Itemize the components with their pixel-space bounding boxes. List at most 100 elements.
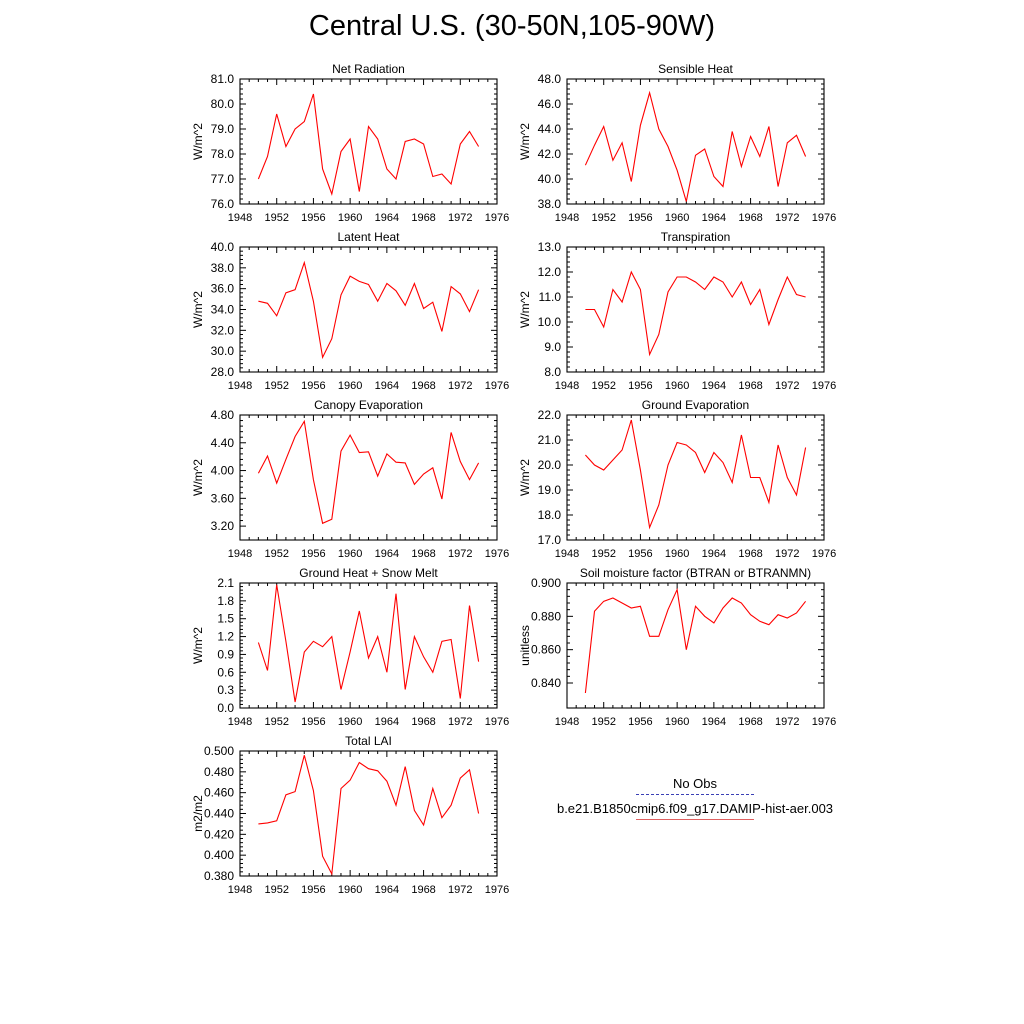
x-tick-label: 1952 [591,380,615,392]
x-tick-label: 1972 [448,884,472,896]
x-tick-label: 1972 [775,212,799,224]
x-tick-label: 1960 [665,548,689,560]
x-tick-label: 1964 [375,548,399,560]
y-tick-label: 21.0 [538,433,562,447]
x-tick-label: 1948 [555,380,579,392]
chart-title: Transpiration [661,230,731,244]
y-tick-label: 0.420 [204,827,234,841]
y-tick-label: 2.1 [217,576,234,590]
x-tick-label: 1976 [485,716,509,728]
chart-panel: Sensible Heat W/m^2 1948 1952 1956 1960 1964 19… [518,62,836,224]
x-tick-label: 1964 [702,548,726,560]
y-axis-label: unitless [518,625,532,666]
y-tick-label: 12.0 [538,265,562,279]
chart-panel: Soil moisture factor (BTRAN or BTRANMN) u… [518,566,836,728]
y-tick-label: 38.0 [211,261,235,275]
y-tick-label: 79.0 [211,122,235,136]
chart-panel: Ground Evaporation W/m^2 1948 1952 1956 1960 1… [518,398,836,560]
y-tick-label: 0.9 [217,647,234,661]
y-tick-label: 9.0 [544,340,561,354]
series-line [257,93,480,196]
y-axis-label: W/m^2 [191,123,205,160]
x-tick-label: 1952 [264,884,288,896]
x-tick-label: 1964 [375,716,399,728]
x-tick-label: 1948 [228,380,252,392]
x-tick-label: 1960 [338,212,362,224]
x-tick-label: 1960 [338,548,362,560]
y-tick-label: 0.3 [217,683,234,697]
legend: No Obs b.e21.B1850cmip6.f09_g17.DAMIP-hi… [520,776,870,826]
x-tick-label: 1948 [228,716,252,728]
x-tick-label: 1976 [485,380,509,392]
y-tick-label: 0.6 [217,665,234,679]
x-tick-label: 1964 [375,212,399,224]
y-tick-label: 46.0 [538,97,562,111]
chart-title: Canopy Evaporation [314,398,423,412]
x-tick-label: 1956 [628,212,652,224]
x-tick-label: 1956 [301,716,325,728]
y-tick-label: 22.0 [538,408,562,422]
x-tick-label: 1968 [411,548,435,560]
y-tick-label: 0.380 [204,869,234,883]
chart-panel: Ground Heat + Snow Melt W/m^2 1948 1952 1956… [191,566,509,728]
y-tick-label: 3.60 [211,491,235,505]
y-tick-label: 0.460 [204,786,234,800]
x-tick-label: 1948 [555,716,579,728]
chart-title: Soil moisture factor (BTRAN or BTRANMN) [580,566,811,580]
y-tick-label: 1.2 [217,630,234,644]
x-tick-label: 1972 [448,380,472,392]
x-tick-label: 1960 [665,716,689,728]
y-tick-label: 77.0 [211,172,235,186]
y-tick-label: 11.0 [539,290,562,304]
y-tick-label: 3.20 [211,519,235,533]
y-tick-label: 40.0 [538,172,562,186]
x-tick-label: 1956 [301,884,325,896]
x-tick-label: 1952 [264,212,288,224]
plot-frame [239,246,498,373]
y-axis-label: W/m^2 [191,459,205,496]
y-tick-label: 17.0 [538,533,562,547]
x-tick-label: 1968 [411,212,435,224]
x-tick-label: 1968 [738,716,762,728]
x-tick-label: 1976 [485,212,509,224]
x-tick-label: 1972 [448,716,472,728]
x-tick-label: 1976 [812,212,836,224]
y-tick-label: 0.860 [531,643,561,657]
y-tick-label: 28.0 [211,365,235,379]
chart-panel: Transpiration W/m^2 1948 1952 1956 1960 1964 19… [518,230,836,392]
x-tick-label: 1972 [775,548,799,560]
x-tick-label: 1960 [665,212,689,224]
chart-panel: Latent Heat W/m^2 1948 1952 1956 1960 1964 1968… [191,230,509,392]
y-tick-label: 38.0 [538,197,562,211]
series-line [258,755,480,876]
x-tick-label: 1960 [665,380,689,392]
y-axis-label: W/m^2 [518,123,532,160]
x-tick-label: 1952 [264,380,288,392]
series-line [258,260,480,360]
y-axis-label: m2/m2 [191,795,205,832]
y-tick-label: 32.0 [211,323,235,337]
x-tick-label: 1956 [628,716,652,728]
y-tick-label: 36.0 [211,282,235,296]
y-tick-label: 8.0 [544,365,561,379]
x-tick-label: 1948 [228,548,252,560]
x-tick-label: 1972 [448,212,472,224]
y-tick-label: 0.400 [204,848,234,862]
y-tick-label: 13.0 [538,240,562,254]
y-tick-label: 78.0 [211,147,235,161]
x-tick-label: 1952 [264,548,288,560]
x-tick-label: 1972 [448,548,472,560]
chart-panel: Total LAI m2/m2 1948 1952 1956 1960 1964 1968 19… [191,734,509,896]
x-tick-label: 1972 [775,380,799,392]
y-axis-label: W/m^2 [191,627,205,664]
y-tick-label: 0.480 [204,765,234,779]
legend-obs-label: No Obs [672,776,718,791]
x-tick-label: 1976 [812,548,836,560]
x-tick-label: 1952 [591,548,615,560]
chart-title: Ground Heat + Snow Melt [299,566,438,580]
y-tick-label: 48.0 [538,72,562,86]
y-axis-label: W/m^2 [518,459,532,496]
x-tick-label: 1968 [411,884,435,896]
plot-frame [566,246,825,373]
